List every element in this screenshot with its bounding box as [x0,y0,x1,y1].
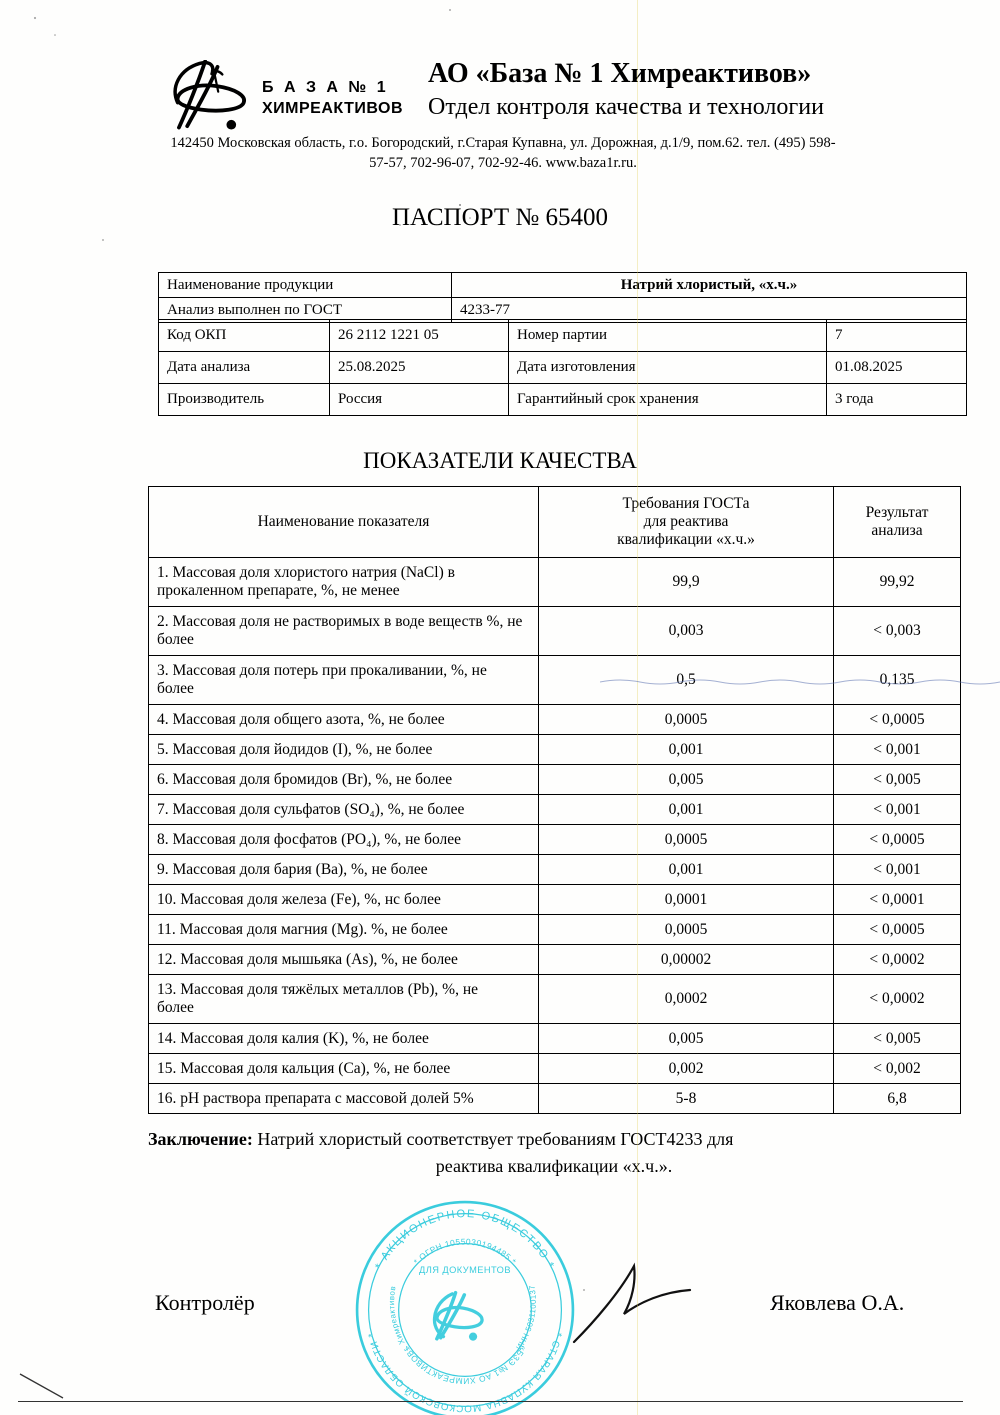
svg-text:* ОГРН 1055030194485 *: * ОГРН 1055030194485 * [412,1236,519,1266]
svg-text:ДЛЯ ДОКУМЕНТОВ: ДЛЯ ДОКУМЕНТОВ [419,1265,511,1275]
svg-text:ИНН 5031100137: ИНН 5031100137 [514,1284,537,1352]
svg-text:«БЗЭ №1 АО ХИМРЕАКТИВОВ»: «БЗЭ №1 АО ХИМРЕАКТИВОВ» [401,1344,529,1386]
